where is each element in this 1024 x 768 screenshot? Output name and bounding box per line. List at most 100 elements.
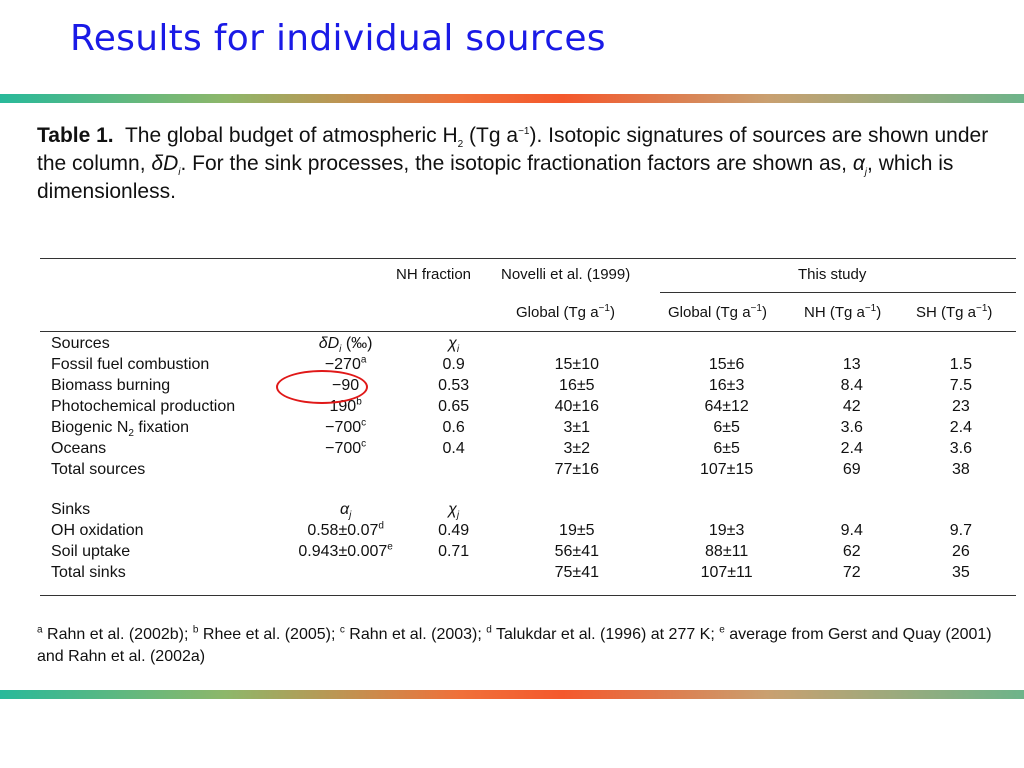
table-top-rule xyxy=(40,258,1016,259)
caption-sub: 2 xyxy=(457,139,464,151)
row-sh: 38 xyxy=(952,460,970,478)
chi-header: χi xyxy=(448,334,460,355)
header-sh: SH (Tg a−1) xyxy=(916,303,993,322)
row-novelli: 16±5 xyxy=(559,376,595,394)
row-name: Biomass burning xyxy=(51,376,171,394)
table-row: Photochemical production 190b 0.65 40±16… xyxy=(40,396,1016,417)
row-sh: 2.4 xyxy=(949,418,973,436)
row-name: Total sources xyxy=(51,460,146,478)
caption-text: ). Isotopic signatures of sources are sh… xyxy=(37,124,989,175)
alpha-header: αj xyxy=(339,500,352,521)
caption-text: (Tg a xyxy=(463,124,519,147)
row-name: Photochemical production xyxy=(51,397,236,415)
row-nh-fraction: 0.53 xyxy=(438,376,470,394)
row-nh-fraction: 0.71 xyxy=(438,542,470,560)
table-caption: Table 1. The global budget of atmospheri… xyxy=(37,122,1012,206)
row-sh: 3.6 xyxy=(949,439,973,457)
row-nh-fraction: 0.9 xyxy=(442,355,465,373)
row-sh: 1.5 xyxy=(949,355,973,373)
slide-title: Results for individual sources xyxy=(70,18,606,59)
row-name: Oceans xyxy=(51,439,107,457)
section-label-sources: Sources xyxy=(51,334,110,352)
row-global: 19±3 xyxy=(708,521,745,539)
bottom-divider xyxy=(0,690,1024,699)
row-sh: 26 xyxy=(952,542,970,560)
row-sh: 35 xyxy=(952,563,970,581)
caption-text: , which is dimensionless. xyxy=(37,152,954,203)
table-row: Total sinks 75±41 107±11 72 35 xyxy=(40,562,1016,583)
this-study-rule xyxy=(660,292,1016,293)
caption-sup: −1 xyxy=(518,126,530,137)
table-row: Total sources 77±16 107±15 69 38 xyxy=(40,459,1016,480)
table-row: Fossil fuel combustion −270a 0.9 15±10 1… xyxy=(40,354,1016,375)
row-novelli: 56±41 xyxy=(554,542,599,560)
row-nh: 9.4 xyxy=(840,521,863,539)
caption-symbol: α xyxy=(852,152,865,175)
row-nh: 69 xyxy=(842,460,861,478)
row-novelli: 40±16 xyxy=(554,397,599,415)
table-bottom-rule xyxy=(40,595,1016,596)
sig-header: δDi (‰) xyxy=(318,334,373,355)
section-label-sinks: Sinks xyxy=(51,500,91,518)
row-global: 64±12 xyxy=(704,397,749,415)
row-nh-fraction: 0.4 xyxy=(442,439,465,457)
row-novelli: 15±10 xyxy=(554,355,599,373)
row-novelli: 19±5 xyxy=(559,521,595,539)
row-global: 88±11 xyxy=(705,542,749,560)
table-row: Soil uptake 0.943±0.007e 0.71 56±41 88±1… xyxy=(40,541,1016,562)
row-global: 6±5 xyxy=(713,439,740,457)
table-row: Oceans −700c 0.4 3±2 6±5 2.4 3.6 xyxy=(40,438,1016,459)
highlight-circle-annotation xyxy=(276,370,368,404)
header-novelli-global: Global (Tg a−1) xyxy=(516,303,615,322)
row-global: 107±11 xyxy=(700,563,753,581)
row-nh: 8.4 xyxy=(840,376,863,394)
table-row: Biomass burning −90 0.53 16±5 16±3 8.4 7… xyxy=(40,375,1016,396)
table-row: Sources δDi (‰) χi xyxy=(40,333,1016,355)
row-global: 15±6 xyxy=(708,355,745,373)
header-nh: NH (Tg a−1) xyxy=(804,303,882,322)
row-nh-fraction: 0.49 xyxy=(438,521,470,539)
row-name: Soil uptake xyxy=(51,542,131,560)
row-name: Fossil fuel combustion xyxy=(51,355,210,373)
row-sh: 7.5 xyxy=(949,376,973,394)
table-body: Sources δDi (‰) χi Fossil fuel combustio… xyxy=(40,333,1016,583)
row-novelli: 75±41 xyxy=(554,563,599,581)
table-row: OH oxidation 0.58±0.07d 0.49 19±5 19±3 9… xyxy=(40,520,1016,541)
table-row: Sinks αj χj xyxy=(40,499,1016,521)
caption-label: Table 1. xyxy=(37,124,114,147)
header-nh-fraction: NH fraction xyxy=(396,266,472,283)
row-nh: 2.4 xyxy=(840,439,863,457)
row-novelli: 77±16 xyxy=(554,460,599,478)
caption-sub: j xyxy=(864,167,868,179)
caption-text: The global budget of atmospheric H xyxy=(124,124,458,147)
row-sig: −700c xyxy=(325,438,367,457)
row-sig: −700c xyxy=(325,417,367,436)
row-name: OH oxidation xyxy=(51,521,144,539)
row-novelli: 3±2 xyxy=(563,439,591,457)
header-global: Global (Tg a−1) xyxy=(668,303,767,322)
row-name: Total sinks xyxy=(51,563,126,581)
table-footnotes: a Rahn et al. (2002b); b Rhee et al. (20… xyxy=(37,624,992,665)
row-nh: 42 xyxy=(842,397,861,415)
row-nh: 13 xyxy=(842,355,861,373)
top-divider xyxy=(0,94,1024,103)
row-nh-fraction: 0.6 xyxy=(442,418,465,436)
header-bottom-rule xyxy=(40,331,1016,332)
row-nh: 62 xyxy=(842,542,861,560)
row-global: 6±5 xyxy=(713,418,740,436)
chi-header: χj xyxy=(448,500,460,521)
table-row: Biogenic N2 fixation −700c 0.6 3±1 6±5 3… xyxy=(40,417,1016,439)
row-sh: 23 xyxy=(952,397,970,415)
row-nh-fraction: 0.65 xyxy=(438,397,470,415)
row-sig: −270a xyxy=(324,354,367,373)
header-this-study: This study xyxy=(798,266,867,283)
caption-sub: i xyxy=(178,167,181,179)
row-name: Biogenic N2 fixation xyxy=(51,418,190,439)
caption-symbol: δD xyxy=(151,152,179,175)
row-novelli: 3±1 xyxy=(563,418,591,436)
row-sh: 9.7 xyxy=(949,521,973,539)
caption-text: . For the sink processes, the isotopic f… xyxy=(180,152,853,175)
row-nh: 72 xyxy=(842,563,861,581)
row-global: 16±3 xyxy=(708,376,745,394)
row-sig: 0.943±0.007e xyxy=(298,541,393,560)
